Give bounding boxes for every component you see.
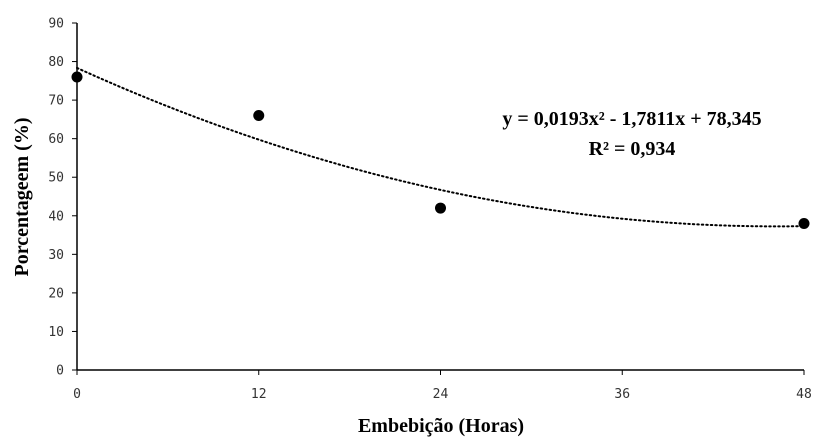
y-tick-labels: 0 10 20 30 40 50 60 70 80 90 (48, 17, 77, 379)
y-tick-label: 40 (48, 209, 64, 224)
x-tick-label: 36 (614, 387, 630, 402)
data-point (253, 110, 265, 122)
data-points (71, 71, 810, 229)
x-tick-label: 48 (796, 387, 812, 402)
x-tick-label: 24 (433, 387, 449, 402)
y-tick-label: 60 (48, 132, 64, 147)
trendline-equation: y = 0,0193x² - 1,7811x + 78,345 (502, 108, 761, 130)
trendline-r-squared: R² = 0,934 (589, 138, 676, 160)
y-tick-label: 90 (48, 17, 64, 32)
x-axis-title: Embebição (Horas) (358, 415, 524, 437)
y-tick-label: 80 (48, 55, 64, 70)
trendline (76, 66, 805, 228)
y-tick-label: 10 (48, 325, 64, 340)
y-tick-label: 30 (48, 248, 64, 263)
data-point (71, 71, 83, 83)
x-tick-labels: 0 12 24 36 48 (73, 370, 812, 402)
y-axis-title: Porcentageem (%) (11, 117, 33, 276)
axes (76, 23, 804, 371)
data-point (435, 202, 446, 214)
y-tick-label: 70 (48, 94, 64, 109)
y-tick-label: 20 (48, 286, 64, 301)
x-tick-label: 12 (251, 387, 267, 402)
data-point (798, 217, 810, 229)
y-tick-label: 0 (56, 364, 64, 379)
y-tick-label: 50 (48, 171, 64, 186)
x-tick-label: 0 (73, 387, 81, 402)
